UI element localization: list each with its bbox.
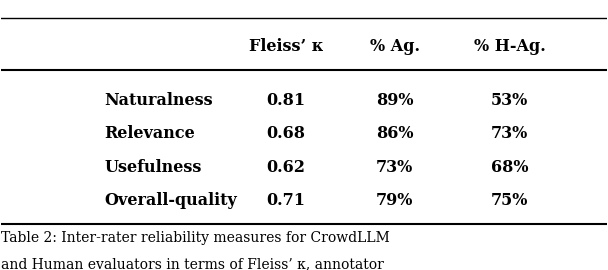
Text: Naturalness: Naturalness <box>105 92 213 109</box>
Text: 0.68: 0.68 <box>266 125 305 142</box>
Text: 53%: 53% <box>491 92 528 109</box>
Text: 75%: 75% <box>491 192 528 209</box>
Text: and Human evaluators in terms of Fleiss’ κ, annotator: and Human evaluators in terms of Fleiss’… <box>1 257 384 270</box>
Text: 0.71: 0.71 <box>266 192 305 209</box>
Text: Relevance: Relevance <box>105 125 195 142</box>
Text: 79%: 79% <box>376 192 413 209</box>
Text: Table 2: Inter-rater reliability measures for CrowdLLM: Table 2: Inter-rater reliability measure… <box>1 231 390 245</box>
Text: 89%: 89% <box>376 92 413 109</box>
Text: Fleiss’ κ: Fleiss’ κ <box>249 38 323 55</box>
Text: % H-Ag.: % H-Ag. <box>474 38 545 55</box>
Text: 68%: 68% <box>491 158 528 176</box>
Text: 0.81: 0.81 <box>266 92 305 109</box>
Text: % Ag.: % Ag. <box>370 38 420 55</box>
Text: Usefulness: Usefulness <box>105 158 202 176</box>
Text: 73%: 73% <box>491 125 528 142</box>
Text: 86%: 86% <box>376 125 413 142</box>
Text: 73%: 73% <box>376 158 413 176</box>
Text: 0.62: 0.62 <box>266 158 305 176</box>
Text: Overall-quality: Overall-quality <box>105 192 237 209</box>
